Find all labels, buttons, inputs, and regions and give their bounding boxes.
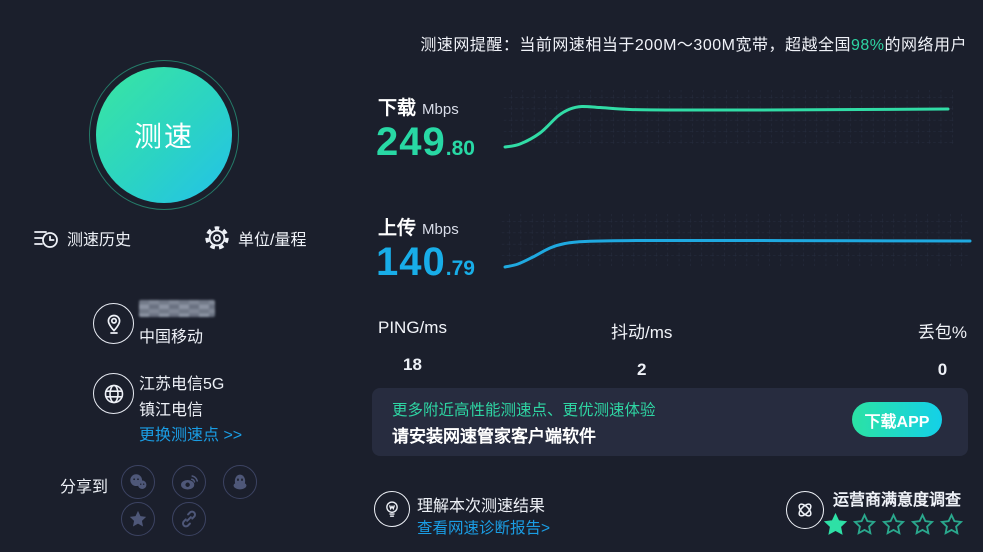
upload-unit: Mbps	[422, 221, 459, 238]
download-unit: Mbps	[422, 101, 459, 118]
reminder-suffix: 的网络用户	[884, 37, 967, 54]
download-section-title: 下载 Mbps	[378, 93, 459, 120]
wechat-icon	[130, 474, 147, 489]
packet-loss-label: 丢包%	[917, 323, 967, 342]
share-weibo-button[interactable]	[172, 465, 206, 499]
upload-chart	[500, 214, 972, 269]
bulb-icon	[374, 491, 410, 527]
link-icon	[182, 510, 196, 528]
ping-metric: PING/ms 18	[378, 318, 447, 375]
globe-icon	[93, 373, 134, 414]
download-value-int: 249	[376, 120, 446, 164]
upload-value-int: 140	[376, 240, 446, 284]
promo-line2: 请安装网速管家客户端软件	[392, 427, 596, 446]
result-reminder-text: 测速网提醒：当前网速相当于200M～300M宽带，超越全国98%的网络用户	[420, 31, 967, 55]
ping-label: PING/ms	[378, 318, 447, 337]
star-3[interactable]	[882, 513, 905, 536]
server-name-line2: 镇江电信	[139, 402, 204, 419]
share-to-label: 分享到	[60, 479, 109, 496]
reminder-percentile: 98%	[850, 37, 885, 54]
upload-value: 140.79	[376, 240, 475, 285]
server-name-line1: 江苏电信5G	[139, 376, 225, 393]
start-speedtest-button[interactable]: 测速	[96, 67, 232, 203]
download-value-dec: .80	[445, 137, 475, 160]
jitter-metric: 抖动/ms 2	[611, 318, 672, 380]
unit-range-button[interactable]: 单位/量程	[204, 225, 306, 251]
star-5[interactable]	[940, 513, 963, 536]
download-label: 下载	[378, 98, 417, 119]
upload-value-dec: .79	[445, 257, 475, 280]
isp-name: 中国移动	[139, 329, 204, 346]
star-2[interactable]	[853, 513, 876, 536]
qzone-star-icon	[129, 510, 147, 527]
reminder-prefix: 测速网提醒：当前网速相当于200M～300M宽带，超越全国	[420, 37, 851, 54]
gear-icon	[205, 226, 229, 250]
start-speedtest-label: 测速	[133, 121, 194, 152]
promo-line1: 更多附近高性能测速点、更优测速体验	[392, 402, 656, 419]
packet-loss-metric: 丢包% 0	[918, 318, 967, 380]
history-button[interactable]: 测速历史	[33, 225, 131, 251]
download-chart	[502, 90, 954, 149]
satisfaction-star-rating	[824, 513, 963, 536]
jitter-label: 抖动/ms	[611, 323, 673, 342]
upload-section-title: 上传 Mbps	[378, 213, 459, 240]
speed-button-ring	[89, 60, 239, 210]
star-1[interactable]	[824, 513, 847, 536]
carrier-survey-title: 运营商满意度调查	[833, 492, 962, 509]
download-app-button[interactable]: 下载APP	[852, 402, 942, 437]
ping-value: 18	[403, 355, 422, 374]
share-qq-button[interactable]	[223, 465, 257, 499]
carrier-logo-icon	[786, 491, 824, 529]
change-server-link[interactable]: 更换测速点 >>	[139, 427, 243, 444]
location-pin-icon	[93, 303, 134, 344]
share-qzone-button[interactable]	[121, 502, 155, 536]
download-value: 249.80	[376, 120, 475, 165]
understand-result-title: 理解本次测速结果	[417, 498, 546, 515]
share-copy-link-button[interactable]	[172, 502, 206, 536]
history-label: 测速历史	[67, 232, 132, 249]
qq-icon	[233, 474, 247, 490]
packet-loss-value: 0	[937, 360, 948, 379]
weibo-icon	[181, 475, 199, 490]
upload-label: 上传	[378, 218, 417, 239]
unit-range-label: 单位/量程	[238, 232, 307, 249]
star-4[interactable]	[911, 513, 934, 536]
history-icon	[34, 231, 58, 248]
diagnostic-report-link[interactable]: 查看网速诊断报告>	[417, 520, 551, 537]
censored-ip-address	[139, 300, 215, 317]
jitter-value: 2	[636, 360, 647, 379]
share-wechat-button[interactable]	[121, 465, 155, 499]
